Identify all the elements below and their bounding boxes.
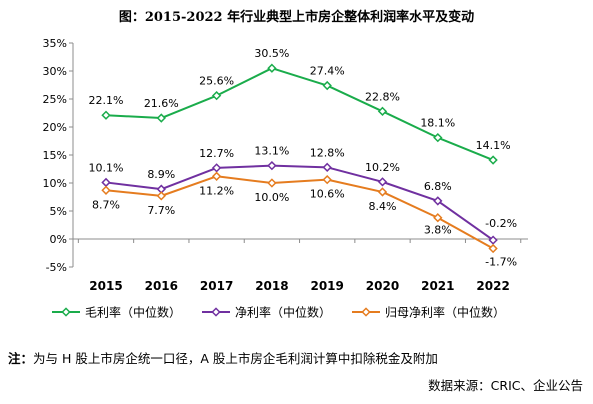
data-label: 14.1% (476, 139, 511, 152)
x-tick-label: 2015 (89, 279, 122, 293)
data-point-marker (322, 174, 332, 185)
footnote-text: 为与 H 股上市房企统一口径，A 股上市房企毛利润计算中扣除税金及附加 (33, 351, 438, 366)
y-tick-label: 30% (43, 65, 67, 78)
legend-label: 归母净利率（中位数） (385, 305, 505, 320)
x-tick-label: 2022 (476, 279, 509, 293)
data-label: 10.0% (254, 191, 289, 204)
x-tick-label: 2021 (421, 279, 454, 293)
data-label: 6.8% (424, 180, 452, 193)
series-line (105, 67, 494, 161)
x-tick-label: 2019 (310, 279, 343, 293)
legend-label: 净利率（中位数） (235, 305, 331, 320)
x-tick-label: 2017 (200, 279, 233, 293)
data-point-marker (156, 191, 166, 201)
data-point-marker (101, 110, 111, 120)
data-point-marker (267, 160, 277, 171)
data-label: 30.5% (254, 47, 289, 60)
data-label: 3.8% (424, 224, 452, 237)
data-label: 7.7% (147, 204, 175, 217)
legend-label: 毛利率（中位数） (85, 305, 181, 320)
data-label: -1.7% (485, 256, 517, 269)
data-label: 10.1% (89, 161, 124, 174)
data-label: 12.8% (310, 146, 345, 159)
data-point-marker (211, 90, 222, 101)
data-label: 10.6% (310, 188, 345, 201)
y-tick-label: 0% (50, 233, 67, 246)
legend-marker (61, 307, 71, 317)
data-labels: 22.1% 21.6% 25.6% 30.5% 27.4% 22.8% 18.1% 14.1%… (89, 47, 518, 268)
data-point-marker (433, 132, 443, 143)
y-tick-label: 25% (43, 93, 67, 106)
series-lines (101, 63, 498, 254)
series-line (105, 164, 494, 241)
data-label: 25.6% (199, 75, 234, 88)
data-point-marker (267, 63, 277, 73)
data-point-marker (488, 243, 498, 254)
data-point-marker (377, 177, 388, 187)
y-tick-label: 35% (43, 37, 67, 50)
data-point-marker (322, 162, 332, 172)
footnote: 注：为与 H 股上市房企统一口径，A 股上市房企毛利润计算中扣除税金及附加 (8, 348, 438, 367)
data-label: 11.2% (199, 184, 234, 197)
data-source: 数据来源：CRIC、企业公告 (428, 378, 583, 393)
x-tick-label: 2018 (255, 279, 288, 293)
data-label: 12.7% (199, 147, 234, 160)
data-label: 22.8% (365, 90, 400, 103)
data-label: 8.7% (92, 198, 120, 211)
data-label: 21.6% (144, 97, 179, 110)
data-label: 27.4% (310, 65, 345, 78)
y-tick-label: 5% (50, 205, 67, 218)
data-point-marker (322, 80, 332, 91)
chart-legend: 毛利率（中位数） 净利率（中位数） 归母净利率（中位数） (52, 305, 505, 320)
y-tick-label: -5% (46, 261, 67, 274)
data-point-marker (267, 178, 277, 188)
y-tick-label: 20% (43, 121, 67, 134)
x-tick-label: 2020 (366, 279, 399, 293)
data-label: 8.9% (147, 168, 175, 181)
data-label: 18.1% (420, 117, 455, 130)
data-point-marker (211, 171, 222, 181)
data-point-marker (101, 185, 111, 195)
data-point-marker (377, 106, 388, 116)
data-point-marker (433, 213, 443, 223)
chart-axes: -5% 0% 5% 10% 15% 20% 25% 30% 35% 2015 2016 2017 201… (43, 37, 528, 293)
data-label: -0.2% (485, 217, 517, 230)
line-chart: -5% 0% 5% 10% 15% 20% 25% 30% 35% 2015 2016 2017 201… (43, 37, 528, 320)
y-tick-label: 10% (43, 177, 67, 190)
data-point-marker (211, 163, 222, 173)
data-label: 10.2% (365, 161, 400, 174)
data-point-marker (433, 196, 443, 206)
data-label: 13.1% (254, 145, 289, 158)
y-tick-label: 15% (43, 149, 67, 162)
legend-marker (211, 307, 221, 317)
footnote-prefix: 注： (8, 351, 34, 366)
data-label: 8.4% (369, 200, 397, 213)
x-tick-label: 2016 (145, 279, 178, 293)
data-point-marker (156, 113, 166, 123)
chart-title: 图：2015-2022 年行业典型上市房企整体利润率水平及变动 (118, 10, 475, 25)
data-point-marker (488, 155, 498, 165)
data-point-marker (101, 177, 111, 188)
data-label: 22.1% (89, 94, 124, 107)
legend-marker (361, 307, 371, 317)
data-point-marker (488, 235, 498, 245)
data-point-marker (377, 187, 388, 197)
series-line (105, 175, 494, 250)
